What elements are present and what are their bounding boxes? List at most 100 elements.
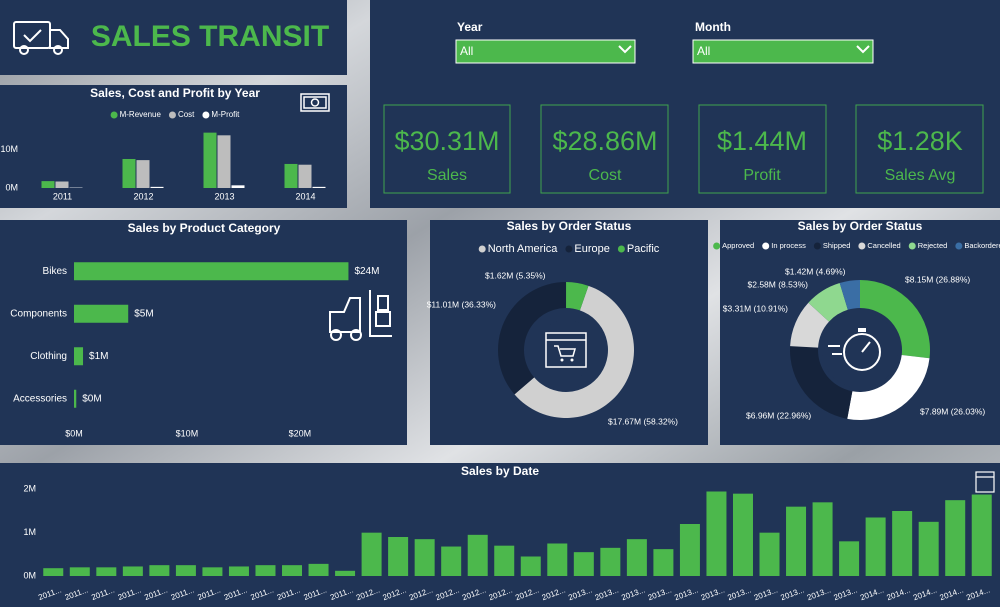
x-tick-label: 2013	[214, 191, 234, 201]
chevron[interactable]	[618, 45, 632, 54]
kpi-card	[855, 104, 984, 194]
bar	[494, 545, 515, 576]
y-tick-label: Accessories	[13, 393, 67, 404]
legend-swatch	[617, 245, 625, 253]
y-tick-label: 0M	[5, 182, 18, 192]
dashboard-title: SALES TRANSIT	[91, 20, 329, 53]
money-icon	[300, 93, 330, 112]
bar	[203, 132, 217, 188]
kpi-card	[540, 104, 669, 194]
filter-label: Year	[457, 20, 483, 34]
legend-swatch	[713, 242, 721, 250]
kpi-label: Cost	[589, 167, 622, 184]
filter-label: Month	[695, 20, 731, 34]
data-label: $1M	[89, 351, 108, 362]
data-label: $5M	[134, 308, 153, 319]
donut-slice	[808, 283, 848, 322]
chart-title: Sales, Cost and Profit by Year	[90, 86, 260, 100]
chart-title: Sales by Order Status	[798, 219, 923, 233]
truck-icon	[13, 21, 69, 55]
bar	[441, 546, 462, 576]
donut-slice	[514, 285, 634, 418]
legend-label: North America	[488, 243, 559, 255]
kpi-card	[383, 104, 511, 194]
bar	[150, 186, 164, 188]
bar	[759, 532, 780, 576]
legend-swatch	[478, 245, 486, 253]
y-tick-label: Bikes	[43, 266, 67, 277]
chevron[interactable]	[856, 45, 870, 54]
donut-slice	[566, 282, 589, 311]
data-label: $6.96M (22.96%)	[746, 410, 811, 420]
legend-swatch	[565, 245, 573, 253]
bar	[892, 511, 913, 576]
legend-label: Approved	[722, 241, 754, 250]
data-label: $7.89M (26.03%)	[920, 406, 985, 416]
bar	[255, 565, 276, 576]
legend-label: M-Revenue	[120, 110, 162, 119]
bar	[202, 567, 223, 576]
bar	[149, 565, 170, 576]
donut-slice	[860, 280, 930, 359]
kpi-label: Profit	[743, 167, 781, 184]
bar	[706, 491, 727, 576]
bar	[298, 164, 312, 188]
data-label: $11.01M (36.33%)	[427, 299, 496, 309]
bar	[74, 347, 84, 366]
legend: Approved In process Shipped Cancelled Reject…	[713, 241, 1000, 250]
chart-title: Sales by Date	[461, 464, 539, 478]
dropdown[interactable]	[455, 39, 636, 64]
kpi-value: $1.44M	[717, 126, 807, 156]
donut-slice	[790, 346, 853, 419]
legend-label: Shipped	[823, 241, 851, 250]
bar	[136, 160, 150, 188]
legend-swatch	[202, 111, 210, 119]
kpi-value: $28.86M	[552, 126, 657, 156]
bar	[74, 262, 349, 281]
legend-label: Pacific	[627, 243, 660, 255]
bar	[228, 566, 249, 576]
y-tick-label: 2M	[23, 484, 36, 494]
bar	[122, 566, 143, 576]
legend-label: Backordered	[964, 241, 1000, 250]
bar	[312, 186, 326, 188]
data-label: $1.42M (4.69%)	[785, 266, 846, 276]
date-panel	[0, 463, 1000, 607]
kpi-card	[698, 104, 827, 194]
bar	[786, 506, 807, 576]
bar	[74, 304, 129, 323]
bar	[69, 567, 90, 576]
stopwatch-icon	[822, 312, 898, 388]
legend-swatch	[110, 111, 118, 119]
x-tick-label: 2011	[53, 191, 72, 201]
x-tick-label: 2014	[295, 191, 315, 201]
kpi-value: $1.28K	[877, 126, 963, 156]
legend-label: Europe	[574, 243, 609, 255]
bar	[96, 567, 117, 576]
legend-swatch	[955, 242, 963, 250]
bar	[971, 494, 992, 576]
dropdown-value[interactable]: All	[697, 44, 710, 58]
data-label: $3.31M (10.91%)	[723, 303, 788, 313]
data-label: $17.67M (58.32%)	[608, 416, 678, 426]
donut-slice	[847, 354, 930, 421]
kpi-label: Sales Avg	[885, 167, 956, 184]
y-tick-label: Clothing	[30, 351, 67, 362]
bar	[414, 539, 435, 576]
bar	[43, 568, 64, 576]
legend: M-Revenue Cost M-Profit	[110, 110, 240, 119]
legend-label: In process	[771, 241, 806, 250]
dropdown[interactable]	[692, 39, 874, 64]
bar	[600, 547, 621, 576]
bar	[945, 500, 966, 576]
bar	[335, 570, 356, 576]
cart-icon	[536, 320, 596, 380]
legend: North America Europe Pacific	[478, 243, 660, 255]
x-tick-label: $20M	[289, 428, 312, 438]
data-label: $8.15M (26.88%)	[905, 274, 970, 284]
dropdown-value[interactable]: All	[460, 44, 473, 58]
x-tick-label: $0M	[65, 428, 83, 438]
chart-title: Sales by Order Status	[507, 219, 632, 233]
bar	[41, 181, 55, 188]
